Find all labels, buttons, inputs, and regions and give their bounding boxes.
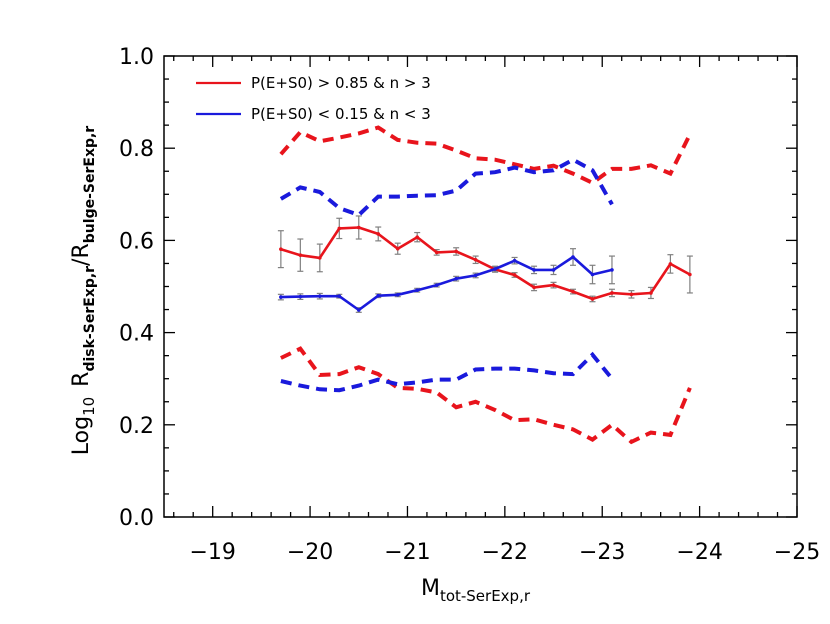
blue-median-point xyxy=(298,294,303,299)
red-median-point xyxy=(512,273,517,277)
red-median-point xyxy=(649,291,653,295)
red-median-line xyxy=(280,226,691,301)
y-axis-title-slash: / xyxy=(69,258,94,266)
x-tick-label: −25 xyxy=(774,540,820,565)
x-tick-label: −22 xyxy=(482,540,528,565)
blue-median-point xyxy=(512,258,517,263)
red-lower-dashed-line xyxy=(280,346,692,445)
red-median-point xyxy=(279,247,283,251)
blue-median-point xyxy=(434,283,439,287)
blue-lower-dashed-line xyxy=(280,351,614,393)
blue-median-point xyxy=(532,268,536,272)
y-tick-label: 0.2 xyxy=(119,414,154,439)
y-tick-label: 0.8 xyxy=(119,137,154,162)
series-layer xyxy=(277,125,693,445)
red-median-point xyxy=(629,292,634,297)
red-median-point xyxy=(376,232,381,236)
y-axis-title-den: R xyxy=(69,243,94,258)
blue-median-point xyxy=(395,292,400,297)
red-median-point xyxy=(318,256,322,260)
y-axis-title-prefix-sub: 10 xyxy=(80,397,98,416)
blue-median-point xyxy=(356,308,361,312)
blue-median-point xyxy=(473,273,478,278)
blue-median-point xyxy=(493,267,497,271)
x-tick-label: −21 xyxy=(384,540,430,565)
red-median-point xyxy=(434,250,439,255)
red-median-point xyxy=(473,257,478,262)
y-axis-title-num: R xyxy=(69,372,94,387)
red-median-point xyxy=(610,291,614,295)
x-tick-label: −24 xyxy=(676,540,722,565)
blue-median-point xyxy=(454,276,458,281)
red-median-point xyxy=(551,283,556,287)
blue-median-line xyxy=(280,255,613,312)
y-axis-title-prefix: Log xyxy=(69,416,94,455)
blue-median-point xyxy=(571,255,575,259)
x-tick-label: −23 xyxy=(579,540,625,565)
red-median-point xyxy=(395,246,400,251)
x-axis-title-sub: tot-SerExp,r xyxy=(440,587,531,605)
blue-median-point xyxy=(590,272,595,277)
x-tick-label: −19 xyxy=(189,540,235,565)
red-median-point xyxy=(415,235,420,239)
y-tick-label: 0.6 xyxy=(119,229,154,254)
blue-median-point xyxy=(279,295,283,299)
blue-median-point xyxy=(337,294,342,298)
legend: P(E+S0) > 0.85 & n > 3 P(E+S0) < 0.15 & n… xyxy=(196,74,431,123)
red-median-point xyxy=(668,262,673,266)
y-tick-label: 0.0 xyxy=(119,506,154,531)
red-median-point xyxy=(454,249,458,254)
red-median-point xyxy=(688,272,692,277)
blue-upper-dashed-line xyxy=(279,157,614,218)
ticks-layer: −19 −20 −21 −22 −23 −24 −25 0.0 0.2 0.4 0.6 0.8 1.0 xyxy=(119,45,820,565)
blue-median-point xyxy=(551,268,556,272)
y-axis-title: Log10Rdisk-SerExp,r/Rbulge-SerExp,r xyxy=(69,126,98,456)
plot-frame xyxy=(163,55,798,518)
red-median-point xyxy=(532,285,536,290)
red-median-point xyxy=(571,289,575,294)
blue-median-point xyxy=(610,268,614,272)
blue-median-point xyxy=(415,288,420,292)
x-axis-title: Mtot-SerExp,r xyxy=(421,576,531,605)
legend-label: P(E+S0) > 0.85 & n > 3 xyxy=(251,74,431,92)
y-axis-title-num-sub: disk-SerExp,r xyxy=(82,266,98,372)
blue-median-point xyxy=(318,294,322,298)
red-median-point xyxy=(337,226,342,231)
x-axis-title-main: M xyxy=(421,576,440,601)
y-axis-title-den-sub: bulge-SerExp,r xyxy=(82,126,98,244)
legend-label: P(E+S0) < 0.15 & n < 3 xyxy=(251,105,431,123)
y-tick-label: 1.0 xyxy=(119,45,154,70)
y-tick-label: 0.4 xyxy=(119,322,154,347)
blue-median-point xyxy=(376,293,381,298)
red-median-point xyxy=(356,225,361,230)
red-median-point xyxy=(298,253,303,257)
red-upper-dashed-line xyxy=(279,125,692,186)
red-median-point xyxy=(590,297,595,301)
x-tick-label: −20 xyxy=(287,540,333,565)
